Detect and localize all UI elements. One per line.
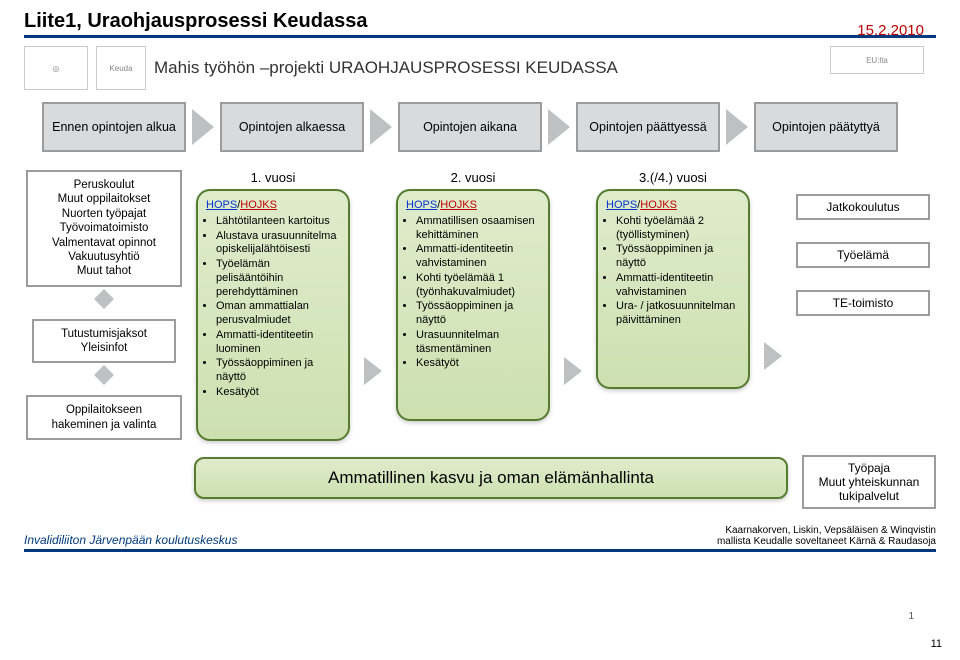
outcome-box-3: TE-toimisto [796, 290, 930, 316]
list-item: Työelämän pelisääntöihin perehdyttäminen [216, 258, 340, 299]
sources-box: Peruskoulut Muut oppilaitokset Nuorten t… [26, 170, 182, 287]
growth-strip: Ammatillinen kasvu ja oman elämänhallint… [194, 457, 788, 499]
line: Muut tahot [34, 264, 174, 278]
line: Peruskoulut [34, 178, 174, 192]
hojks-link[interactable]: HOJKS [640, 199, 677, 211]
line: Vakuutusyhtiö [34, 250, 174, 264]
arrow-right-icon [192, 109, 214, 145]
arrow-right-icon [370, 109, 392, 145]
list-item: Alustava urasuunnitelma opiskelijalähtöi… [216, 230, 340, 258]
year3-box: HOPS/HOJKS Kohti työelämää 2 (työllistym… [596, 189, 750, 389]
year1-column: 1. vuosi HOPS/HOJKS Lähtötilanteen karto… [196, 170, 350, 441]
footer-credit-2: mallista Keudalle soveltaneet Kärnä & Ra… [717, 536, 936, 547]
list-item: Kohti työelämää 2 (työllistyminen) [616, 215, 740, 243]
flow-step-5: Opintojen päätyttyä [754, 102, 898, 152]
hojks-link[interactable]: HOJKS [240, 199, 277, 211]
application-box: Oppilaitokseen hakeminen ja valinta [26, 395, 182, 440]
footer-right: Kaarnakorven, Liskin, Vepsäläisen & Winq… [717, 525, 936, 547]
year3-list: Kohti työelämää 2 (työllistyminen) Työss… [606, 215, 740, 328]
list-item: Lähtötilanteen kartoitus [216, 215, 340, 229]
double-arrow-icon [94, 289, 114, 309]
footer: Invalidiliiton Järvenpään koulutuskeskus… [24, 525, 936, 552]
list-item: Urasuunnitelman täsmentäminen [416, 329, 540, 357]
footer-left: Invalidiliiton Järvenpään koulutuskeskus [24, 533, 237, 547]
line: Yleisinfot [40, 341, 168, 355]
year2-header: 2. vuosi [451, 170, 496, 185]
banner-row: ◎ Keuda Mahis työhön –projekti URAOHJAUS… [24, 46, 936, 90]
list-item: Työssäoppiminen ja näyttö [616, 243, 740, 271]
eu-logo-icon: EU:lta [830, 46, 924, 74]
banner-title: Mahis työhön –projekti URAOHJAUSPROSESSI… [154, 58, 618, 78]
list-item: Ammatti-identiteetin luominen [216, 329, 340, 357]
arrow-right-icon [548, 109, 570, 145]
footer-credit-1: Kaarnakorven, Liskin, Vepsäläisen & Winq… [717, 525, 936, 536]
hojks-link[interactable]: HOJKS [440, 199, 477, 211]
list-item: Kohti työelämää 1 (työnhakuvalmiudet) [416, 272, 540, 300]
hops-link[interactable]: HOPS [406, 199, 437, 211]
year2-column: 2. vuosi HOPS/HOJKS Ammatillisen osaamis… [396, 170, 550, 421]
slide-number: 1 [908, 611, 914, 622]
info-box: Tutustumisjaksot Yleisinfot [32, 319, 176, 364]
wheel-logo-icon: ◎ [24, 46, 88, 90]
outcomes-column: Jatkokoulutus Työelämä TE-toimisto [796, 194, 930, 316]
hops-link[interactable]: HOPS [206, 199, 237, 211]
line: Nuorten työpajat [34, 207, 174, 221]
year2-list: Ammatillisen osaamisen kehittäminen Amma… [406, 215, 540, 371]
year1-header: 1. vuosi [251, 170, 296, 185]
outcome-box-2: Työelämä [796, 242, 930, 268]
date-label: 15.2.2010 [857, 22, 924, 39]
main-diagram-row: Peruskoulut Muut oppilaitokset Nuorten t… [26, 170, 936, 441]
list-item: Ammatti-identiteetin vahvistaminen [616, 272, 740, 300]
year3-header: 3.(/4.) vuosi [639, 170, 707, 185]
line: Työpaja [810, 461, 928, 475]
arrow-right-icon [564, 357, 582, 385]
left-column: Peruskoulut Muut oppilaitokset Nuorten t… [26, 170, 182, 440]
line: Valmentavat opinnot [34, 236, 174, 250]
list-item: Työssäoppiminen ja näyttö [416, 300, 540, 328]
process-flow-row: Ennen opintojen alkua Opintojen alkaessa… [42, 102, 936, 152]
year3-column: 3.(/4.) vuosi HOPS/HOJKS Kohti työelämää… [596, 170, 750, 389]
year2-box: HOPS/HOJKS Ammatillisen osaamisen kehitt… [396, 189, 550, 421]
page-number: 11 [931, 638, 942, 650]
hops-link[interactable]: HOPS [606, 199, 637, 211]
slide-page: Liite1, Uraohjausprosessi Keudassa 15.2.… [0, 0, 960, 660]
arrow-right-icon [364, 357, 382, 385]
flow-step-1: Ennen opintojen alkua [42, 102, 186, 152]
arrow-right-icon [726, 109, 748, 145]
list-item: Ammatti-identiteetin vahvistaminen [416, 243, 540, 271]
title-underline [24, 35, 936, 38]
keuda-logo-icon: Keuda [96, 46, 146, 90]
double-arrow-icon [94, 365, 114, 385]
list-item: Ammatillisen osaamisen kehittäminen [416, 215, 540, 243]
line: Muut oppilaitokset [34, 192, 174, 206]
line: hakeminen ja valinta [34, 418, 174, 432]
line: Muut yhteiskunnan [810, 475, 928, 489]
outcome-box-bottom: Työpaja Muut yhteiskunnan tukipalvelut [802, 455, 936, 509]
list-item: Kesätyöt [216, 386, 340, 400]
flow-step-4: Opintojen päättyessä [576, 102, 720, 152]
page-title: Liite1, Uraohjausprosessi Keudassa [24, 10, 936, 33]
list-item: Ura- / jatkosuunnitelman päivittäminen [616, 300, 740, 328]
bottom-strip: Ammatillinen kasvu ja oman elämänhallint… [24, 457, 936, 509]
line: tukipalvelut [810, 489, 928, 503]
year1-box: HOPS/HOJKS Lähtötilanteen kartoitus Alus… [196, 189, 350, 441]
list-item: Kesätyöt [416, 357, 540, 371]
list-item: Oman ammattialan perusvalmiudet [216, 300, 340, 328]
line: Työvoimatoimisto [34, 221, 174, 235]
flow-step-3: Opintojen aikana [398, 102, 542, 152]
arrow-right-icon [764, 342, 782, 370]
flow-step-2: Opintojen alkaessa [220, 102, 364, 152]
line: Tutustumisjaksot [40, 327, 168, 341]
line: Oppilaitokseen [34, 403, 174, 417]
year1-list: Lähtötilanteen kartoitus Alustava urasuu… [206, 215, 340, 400]
list-item: Työssäoppiminen ja näyttö [216, 357, 340, 385]
outcome-box-1: Jatkokoulutus [796, 194, 930, 220]
